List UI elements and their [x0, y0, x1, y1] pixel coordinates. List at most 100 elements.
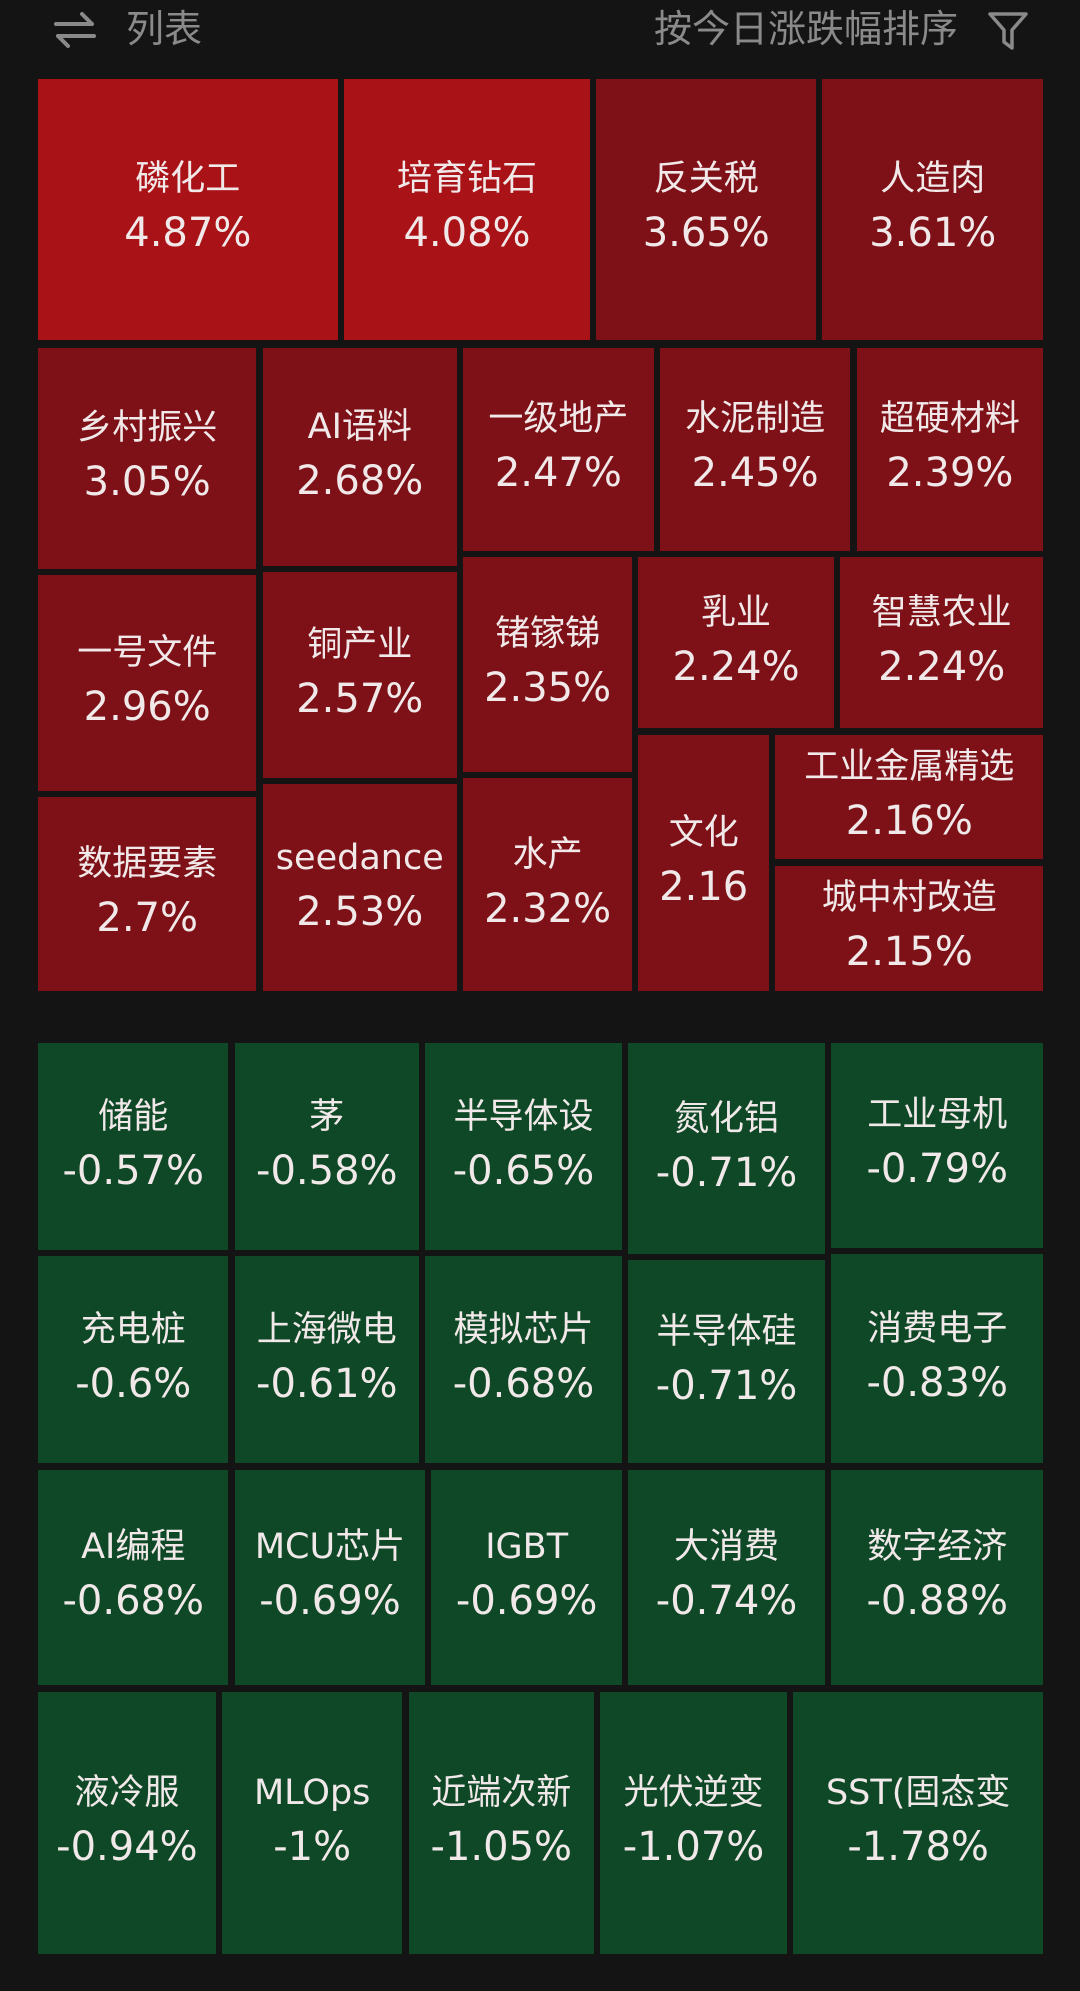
tile-change: 2.15%	[845, 929, 973, 976]
tile-change: 2.24%	[672, 643, 800, 690]
tile[interactable]: 近端次新 -1.05%	[408, 1691, 594, 1955]
tile-change: -0.79%	[866, 1146, 1008, 1193]
tile[interactable]: 锗镓锑 2.35%	[463, 557, 632, 772]
tile-name: 液冷服	[74, 1773, 180, 1814]
tile-change: -0.71%	[655, 1149, 798, 1196]
tile[interactable]: 储能 -0.57%	[38, 1043, 229, 1251]
tile-change: -0.58%	[256, 1147, 398, 1194]
tile-change: 2.45%	[691, 450, 819, 497]
tile-change: 2.24%	[878, 643, 1006, 690]
tile-name: AI编程	[81, 1527, 186, 1568]
tile[interactable]: 大消费 -0.74%	[628, 1469, 825, 1686]
tile[interactable]: 人造肉 3.61%	[822, 78, 1044, 341]
tile[interactable]: 半导体硅 -0.71%	[628, 1260, 825, 1464]
tile-name: 铜产业	[307, 625, 413, 666]
tile[interactable]: 数字经济 -0.88%	[831, 1469, 1044, 1686]
tile[interactable]: seedance 2.53%	[262, 784, 457, 992]
tile-name: 氮化铝	[674, 1098, 780, 1139]
tile-name: 反关税	[653, 159, 759, 200]
tile-change: -0.94%	[56, 1824, 198, 1871]
tile[interactable]: 工业金属精选 2.16%	[775, 734, 1044, 860]
tile-name: seedance	[275, 837, 444, 878]
tile-name: MCU芯片	[254, 1527, 406, 1568]
tile-name: 城中村改造	[821, 878, 997, 919]
tile[interactable]: 培育钻石 4.08%	[343, 78, 591, 341]
tile[interactable]: 上海微电 -0.61%	[234, 1256, 419, 1464]
tile[interactable]: MLOps -1%	[222, 1691, 403, 1955]
view-toggle[interactable]: 列表	[126, 7, 203, 51]
tile[interactable]: AI编程 -0.68%	[38, 1469, 229, 1686]
tile[interactable]: AI语料 2.68%	[262, 347, 457, 566]
tile-change: -0.69%	[259, 1578, 401, 1625]
tile[interactable]: 超硬材料 2.39%	[856, 347, 1044, 551]
tile-name: 工业金属精选	[804, 746, 1015, 787]
tile[interactable]: 工业母机 -0.79%	[831, 1043, 1044, 1248]
tile-name: 半导体设	[453, 1096, 594, 1137]
tile-change: 3.65%	[642, 210, 770, 257]
tile-change: 2.57%	[296, 676, 424, 723]
sort-label[interactable]: 按今日涨跌幅排序	[653, 7, 958, 51]
tile[interactable]: SST(固态变 -1.78%	[793, 1691, 1044, 1955]
tile[interactable]: 城中村改造 2.15%	[775, 865, 1044, 992]
tile[interactable]: MCU芯片 -0.69%	[234, 1469, 426, 1686]
tile[interactable]: 反关税 3.65%	[596, 78, 817, 341]
filter-icon[interactable]	[986, 8, 1030, 52]
tile[interactable]: 铜产业 2.57%	[262, 572, 457, 778]
tile[interactable]: IGBT -0.69%	[431, 1469, 622, 1686]
tile-name: 一级地产	[488, 399, 629, 440]
tile-name: 水产	[512, 834, 583, 875]
tile-name: 一号文件	[77, 632, 218, 673]
tile[interactable]: 乳业 2.24%	[638, 557, 834, 729]
tile[interactable]: 模拟芯片 -0.68%	[425, 1256, 622, 1464]
tile[interactable]: 光伏逆变 -1.07%	[600, 1691, 787, 1955]
tile[interactable]: 一级地产 2.47%	[463, 347, 654, 551]
tile[interactable]: 数据要素 2.7%	[38, 796, 257, 992]
tile[interactable]: 水泥制造 2.45%	[659, 347, 851, 551]
tile[interactable]: 水产 2.32%	[463, 777, 632, 992]
tile[interactable]: 液冷服 -0.94%	[38, 1691, 216, 1955]
tile-change: 2.47%	[494, 450, 622, 497]
tile[interactable]: 茅 -0.58%	[234, 1043, 419, 1251]
tile-name: IGBT	[485, 1527, 569, 1568]
tile-change: 3.05%	[83, 459, 211, 506]
tile-change: -0.65%	[452, 1147, 595, 1194]
tile[interactable]: 乡村振兴 3.05%	[38, 347, 257, 569]
tile[interactable]: 充电桩 -0.6%	[38, 1256, 229, 1464]
tile-name: 磷化工	[135, 159, 241, 200]
tile-name: 人造肉	[880, 159, 986, 200]
tile-name: 文化	[668, 812, 739, 853]
tile-name: 近端次新	[431, 1773, 572, 1814]
tile-name: 工业母机	[867, 1095, 1008, 1136]
tile-change: 2.68%	[296, 457, 424, 504]
tile-change: -0.61%	[256, 1360, 398, 1407]
tile[interactable]: 半导体设 -0.65%	[425, 1043, 622, 1251]
tile-name: 上海微电	[256, 1309, 397, 1350]
tile-change: 2.35%	[484, 665, 612, 712]
tile-change: -0.68%	[452, 1360, 595, 1407]
tile-name: 大消费	[674, 1527, 780, 1568]
tile[interactable]: 消费电子 -0.83%	[831, 1253, 1044, 1464]
tile-name: 培育钻石	[397, 159, 538, 200]
tile-change: -0.83%	[866, 1359, 1008, 1406]
tile[interactable]: 智慧农业 2.24%	[840, 557, 1044, 729]
tile[interactable]: 氮化铝 -0.71%	[628, 1043, 825, 1254]
tile[interactable]: 一号文件 2.96%	[38, 574, 257, 791]
tile-name: 乡村振兴	[77, 408, 218, 449]
tile-name: 茅	[309, 1096, 345, 1137]
tile-name: 超硬材料	[879, 399, 1020, 440]
tile-change: 2.39%	[886, 450, 1014, 497]
tile-name: 消费电子	[867, 1308, 1008, 1349]
tile-change: 2.32%	[484, 885, 612, 932]
tile-name: 水泥制造	[685, 399, 826, 440]
tile[interactable]: 文化 2.16	[638, 734, 770, 992]
tile-change: -0.69%	[455, 1578, 598, 1625]
tile-change: 2.53%	[296, 888, 424, 935]
tile[interactable]: 磷化工 4.87%	[38, 78, 338, 341]
tile-change: 2.96%	[83, 683, 211, 730]
toggle-icon[interactable]	[50, 8, 100, 52]
tile-change: -0.68%	[62, 1578, 204, 1625]
tile-change: 3.61%	[869, 210, 997, 257]
tile-name: 储能	[98, 1096, 169, 1137]
tile-change: -0.74%	[655, 1578, 798, 1625]
tile-name: 光伏逆变	[623, 1773, 764, 1814]
